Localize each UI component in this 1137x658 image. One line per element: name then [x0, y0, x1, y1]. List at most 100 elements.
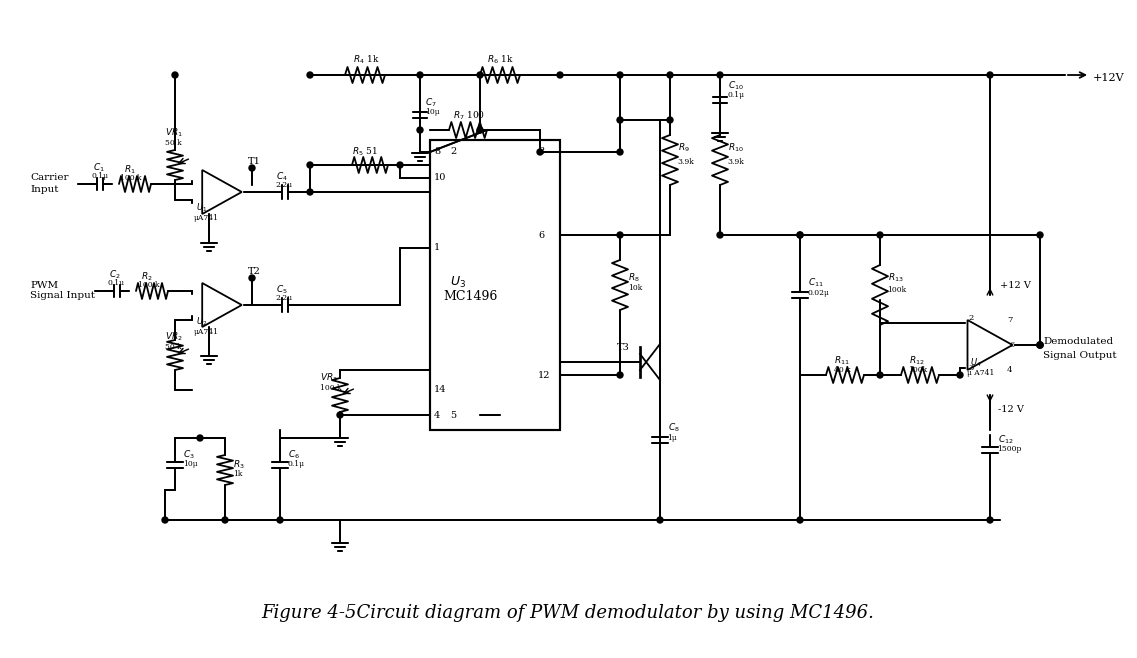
Circle shape	[617, 232, 623, 238]
Circle shape	[797, 232, 803, 238]
Text: $U_2$: $U_2$	[196, 316, 207, 328]
Circle shape	[307, 162, 313, 168]
Circle shape	[172, 72, 179, 78]
Text: $R_4$ 1k: $R_4$ 1k	[352, 54, 380, 66]
Text: T2: T2	[248, 268, 260, 276]
Text: PWM: PWM	[30, 280, 58, 290]
Circle shape	[617, 372, 623, 378]
Circle shape	[417, 127, 423, 133]
Circle shape	[277, 517, 283, 523]
Text: $R_9$: $R_9$	[678, 141, 690, 154]
Circle shape	[877, 232, 883, 238]
Text: 7: 7	[1007, 316, 1012, 324]
Text: μA741: μA741	[194, 214, 219, 222]
Text: $R_{11}$: $R_{11}$	[835, 355, 849, 367]
Text: $VR_2$: $VR_2$	[165, 331, 183, 343]
Circle shape	[478, 127, 483, 133]
Circle shape	[717, 72, 723, 78]
Circle shape	[657, 517, 663, 523]
Text: $C_6$: $C_6$	[288, 449, 300, 461]
Text: $C_4$: $C_4$	[276, 170, 288, 183]
Text: $R_3$: $R_3$	[233, 459, 244, 471]
Text: 2: 2	[450, 147, 456, 157]
Text: 50 k: 50 k	[165, 139, 182, 147]
Text: 10k: 10k	[628, 284, 642, 292]
Text: 3: 3	[968, 364, 973, 372]
Text: $C_5$: $C_5$	[276, 284, 288, 296]
Text: $R_2$: $R_2$	[141, 270, 152, 283]
Text: +12V: +12V	[1093, 73, 1124, 83]
Text: $C_{10}$: $C_{10}$	[728, 80, 744, 92]
Text: 1μ: 1μ	[667, 434, 677, 442]
Text: $R_{12}$: $R_{12}$	[908, 355, 924, 367]
Text: 8: 8	[434, 147, 440, 157]
Bar	[430, 140, 561, 430]
Text: $R_{13}$: $R_{13}$	[888, 272, 904, 284]
Text: 6: 6	[1010, 341, 1015, 349]
Text: 10: 10	[434, 174, 447, 182]
Text: Demodulated: Demodulated	[1043, 338, 1113, 347]
Circle shape	[1037, 232, 1043, 238]
Text: 2.2μ: 2.2μ	[275, 181, 292, 189]
Circle shape	[249, 165, 255, 171]
Circle shape	[307, 72, 313, 78]
Text: Signal Input: Signal Input	[30, 291, 96, 301]
Text: $C_1$: $C_1$	[93, 162, 105, 174]
Text: 12: 12	[538, 370, 550, 380]
Circle shape	[197, 435, 204, 441]
Text: $VR_1$: $VR_1$	[165, 127, 183, 139]
Circle shape	[307, 189, 313, 195]
Text: 50 k: 50 k	[165, 343, 182, 351]
Text: Signal Output: Signal Output	[1043, 351, 1117, 359]
Text: Figure 4-5Circuit diagram of PWM demodulator by using MC1496.: Figure 4-5Circuit diagram of PWM demodul…	[262, 604, 874, 622]
Text: 3: 3	[538, 147, 545, 157]
Circle shape	[249, 275, 255, 281]
Text: Input: Input	[30, 186, 58, 195]
Circle shape	[617, 72, 623, 78]
Text: 4: 4	[1007, 366, 1013, 374]
Circle shape	[1037, 342, 1043, 348]
Circle shape	[537, 149, 543, 155]
Text: 10μ: 10μ	[425, 108, 440, 116]
Text: -12 V: -12 V	[998, 405, 1024, 415]
Text: 5: 5	[450, 411, 456, 420]
Text: 0.1μ: 0.1μ	[727, 91, 744, 99]
Circle shape	[478, 72, 483, 78]
Circle shape	[797, 517, 803, 523]
Text: $U_3$: $U_3$	[450, 274, 466, 290]
Circle shape	[397, 162, 402, 168]
Circle shape	[617, 149, 623, 155]
Text: 14: 14	[434, 386, 447, 395]
Circle shape	[987, 517, 993, 523]
Circle shape	[222, 517, 229, 523]
Text: 4: 4	[434, 411, 440, 420]
Text: μA741: μA741	[194, 328, 219, 336]
Circle shape	[667, 72, 673, 78]
Text: +12 V: +12 V	[1001, 280, 1031, 290]
Circle shape	[717, 232, 723, 238]
Circle shape	[161, 517, 168, 523]
Text: Carrier: Carrier	[30, 174, 68, 182]
Circle shape	[797, 232, 803, 238]
Text: T3: T3	[617, 343, 630, 353]
Text: 0.1μ: 0.1μ	[92, 172, 109, 180]
Text: 2.2μ: 2.2μ	[275, 294, 292, 302]
Text: 0.02μ: 0.02μ	[807, 289, 829, 297]
Text: 1: 1	[434, 243, 440, 253]
Text: $U_4$: $U_4$	[970, 357, 981, 369]
Text: 100k: 100k	[908, 366, 927, 374]
Text: $C_7$: $C_7$	[425, 97, 437, 109]
Text: 100 k: 100 k	[138, 281, 159, 289]
Text: 3.9k: 3.9k	[727, 158, 744, 166]
Circle shape	[337, 412, 343, 418]
Circle shape	[557, 72, 563, 78]
Text: 0.1μ: 0.1μ	[108, 279, 125, 287]
Text: 2: 2	[968, 314, 973, 322]
Text: 1500p: 1500p	[997, 445, 1021, 453]
Circle shape	[957, 372, 963, 378]
Text: 40 k: 40 k	[835, 366, 850, 374]
Text: $U_1$: $U_1$	[196, 202, 207, 215]
Text: 3.9k: 3.9k	[677, 158, 694, 166]
Text: 10μ: 10μ	[183, 460, 198, 468]
Text: $C_2$: $C_2$	[109, 268, 121, 281]
